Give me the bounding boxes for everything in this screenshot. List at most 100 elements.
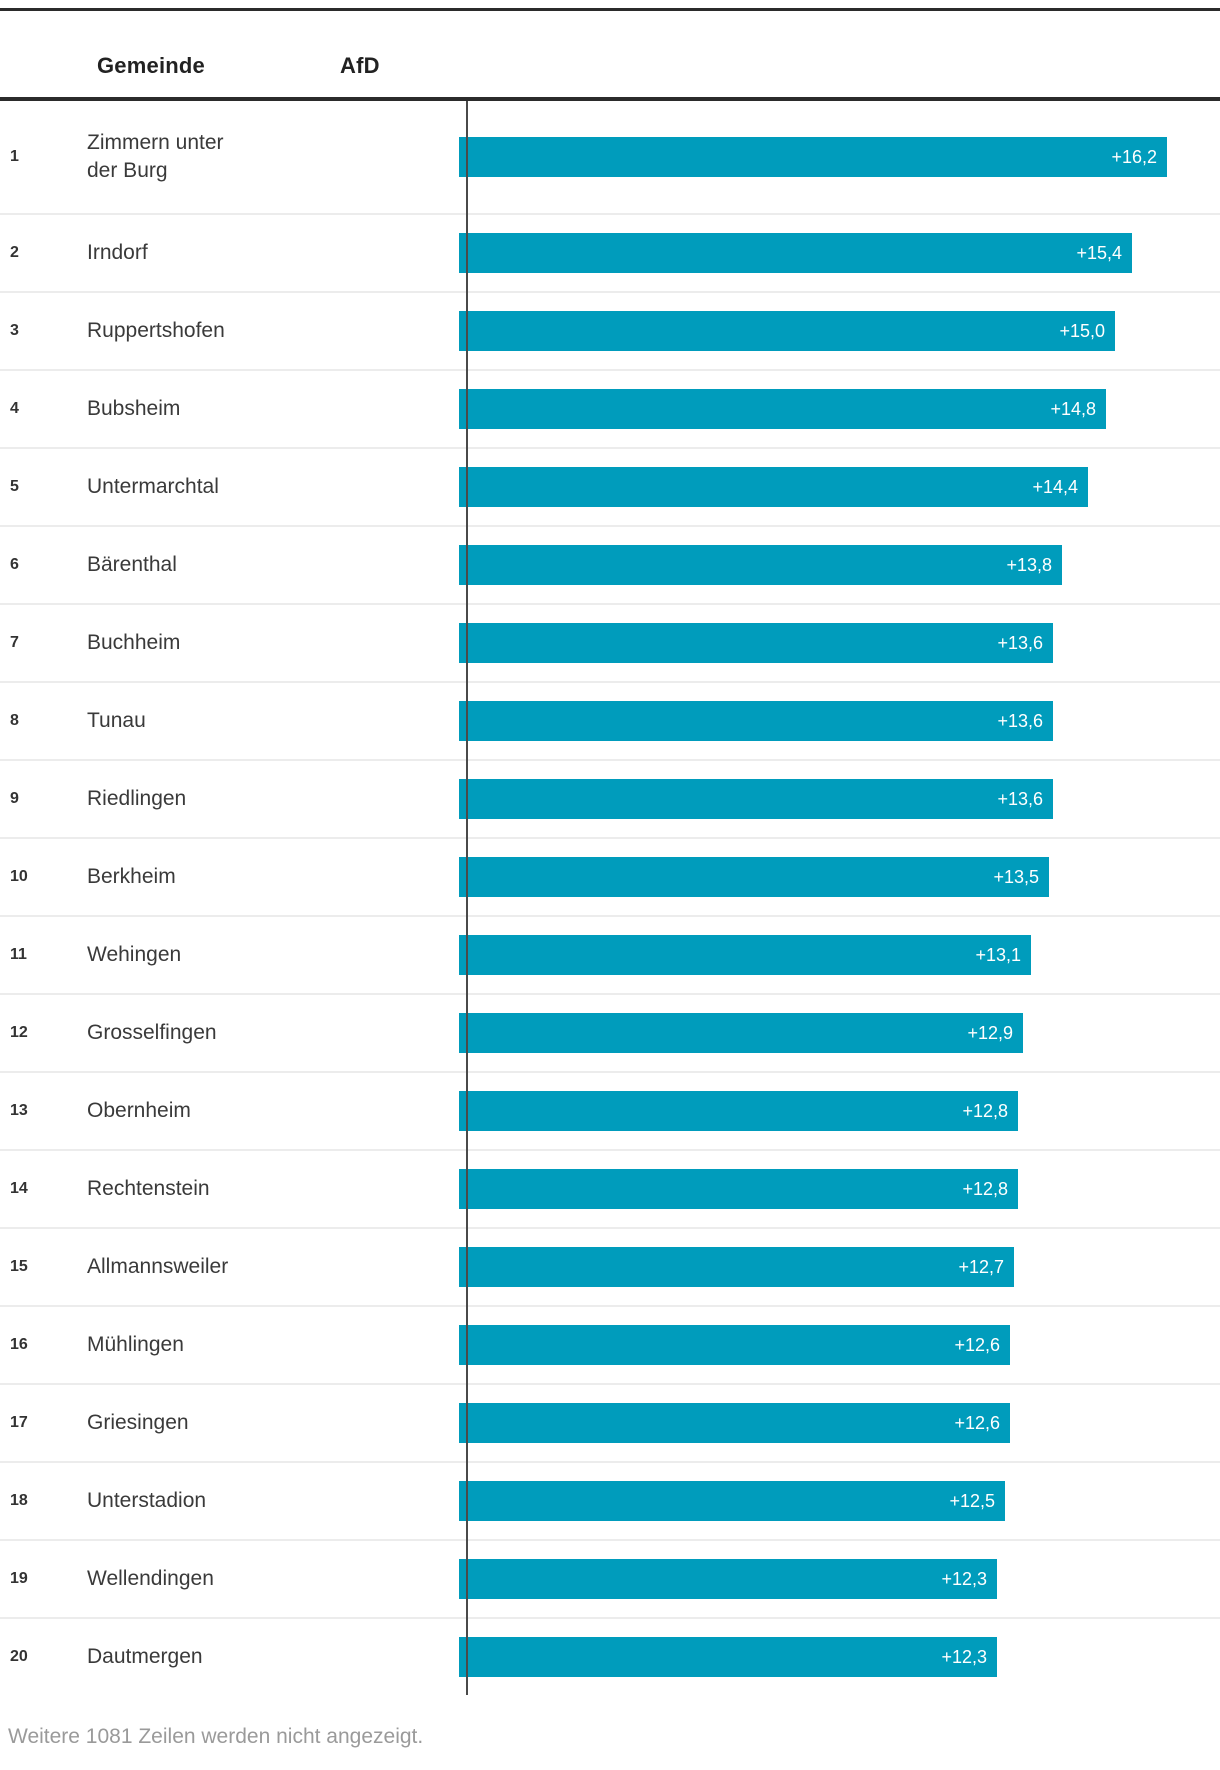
- bar-value-label: +12,3: [941, 1646, 987, 1667]
- gemeinde-name-cell: Unterstadion: [87, 1487, 457, 1515]
- gemeinde-name: Tunau: [87, 709, 146, 733]
- bar-cell: +12,5: [457, 1481, 1220, 1521]
- rank-label: 14: [10, 1180, 28, 1197]
- table-chart-page: Gemeinde AfD 1 Zimmern unter der Burg +16,…: [0, 8, 1220, 1770]
- gemeinde-name: Buchheim: [87, 631, 181, 655]
- bar-cell: +12,6: [457, 1403, 1220, 1443]
- value-bar: +14,8: [459, 389, 1106, 429]
- table-row: 2 Irndorf +15,4: [0, 213, 1220, 291]
- bar-cell: +13,8: [457, 545, 1220, 585]
- table-row: 5 Untermarchtal +14,4: [0, 447, 1220, 525]
- bar-value-label: +13,1: [975, 944, 1021, 965]
- value-bar: +15,0: [459, 311, 1115, 351]
- rank-label: 16: [10, 1336, 28, 1353]
- bar-value-label: +13,8: [1006, 554, 1052, 575]
- table-row: 20 Dautmergen +12,3: [0, 1617, 1220, 1695]
- bar-value-label: +12,6: [954, 1412, 1000, 1433]
- table-body: 1 Zimmern unter der Burg +16,2 2 Irndorf +15,…: [0, 101, 1220, 1695]
- value-bar: +13,8: [459, 545, 1062, 585]
- bar-cell: +15,0: [457, 311, 1220, 351]
- gemeinde-name: Wellendingen: [87, 1567, 214, 1591]
- bar-value-label: +16,2: [1111, 146, 1157, 167]
- bar-cell: +12,3: [457, 1637, 1220, 1677]
- gemeinde-name-cell: Berkheim: [87, 863, 457, 891]
- gemeinde-name: Untermarchtal: [87, 475, 219, 499]
- value-bar: +13,1: [459, 935, 1031, 975]
- rank-label: 18: [10, 1492, 28, 1509]
- gemeinde-name-cell: Bubsheim: [87, 395, 457, 423]
- gemeinde-name: Irndorf: [87, 241, 148, 265]
- rank-label: 12: [10, 1024, 28, 1041]
- rank-label: 1: [10, 148, 19, 165]
- table-row: 18 Unterstadion +12,5: [0, 1461, 1220, 1539]
- gemeinde-name-cell: Ruppertshofen: [87, 317, 457, 345]
- gemeinde-name: Obernheim: [87, 1099, 191, 1123]
- gemeinde-name-cell: Obernheim: [87, 1097, 457, 1125]
- bar-cell: +12,3: [457, 1559, 1220, 1599]
- value-bar: +13,5: [459, 857, 1049, 897]
- table-row: 10 Berkheim +13,5: [0, 837, 1220, 915]
- bar-value-label: +12,9: [967, 1022, 1013, 1043]
- rank-label: 2: [10, 244, 19, 261]
- value-bar: +12,3: [459, 1637, 997, 1677]
- value-bar: +13,6: [459, 779, 1053, 819]
- rank-label: 13: [10, 1102, 28, 1119]
- gemeinde-name-cell: Untermarchtal: [87, 473, 457, 501]
- bar-value-label: +13,6: [997, 788, 1043, 809]
- bar-cell: +12,6: [457, 1325, 1220, 1365]
- gemeinde-name-cell: Buchheim: [87, 629, 457, 657]
- rank-label: 7: [10, 634, 19, 651]
- gemeinde-name: Bärenthal: [87, 553, 177, 577]
- gemeinde-name: Riedlingen: [87, 787, 187, 811]
- gemeinde-name: Bubsheim: [87, 397, 181, 421]
- gemeinde-name-cell: Riedlingen: [87, 785, 457, 813]
- table-row: 13 Obernheim +12,8: [0, 1071, 1220, 1149]
- gemeinde-name-cell: Grosselfingen: [87, 1019, 457, 1047]
- gemeinde-name: Ruppertshofen: [87, 319, 225, 343]
- bar-value-label: +15,4: [1076, 242, 1122, 263]
- bar-value-label: +12,8: [962, 1100, 1008, 1121]
- value-bar: +13,6: [459, 623, 1053, 663]
- value-bar: +15,4: [459, 233, 1132, 273]
- table-row: 16 Mühlingen +12,6: [0, 1305, 1220, 1383]
- value-bar: +12,9: [459, 1013, 1023, 1053]
- bar-value-label: +12,3: [941, 1568, 987, 1589]
- bar-cell: +12,7: [457, 1247, 1220, 1287]
- value-bar: +12,6: [459, 1403, 1010, 1443]
- bar-value-label: +12,7: [958, 1256, 1004, 1277]
- gemeinde-name-cell: Zimmern unter der Burg: [87, 129, 457, 185]
- table-row: 15 Allmannsweiler +12,7: [0, 1227, 1220, 1305]
- rank-label: 4: [10, 400, 19, 417]
- bar-cell: +12,8: [457, 1169, 1220, 1209]
- value-bar: +12,8: [459, 1091, 1018, 1131]
- table-row: 12 Grosselfingen +12,9: [0, 993, 1220, 1071]
- table-row: 3 Ruppertshofen +15,0: [0, 291, 1220, 369]
- bar-cell: +13,6: [457, 701, 1220, 741]
- table-row: 17 Griesingen +12,6: [0, 1383, 1220, 1461]
- rank-label: 19: [10, 1570, 28, 1587]
- gemeinde-name: Berkheim: [87, 865, 176, 889]
- rank-label: 8: [10, 712, 19, 729]
- gemeinde-name: Allmannsweiler: [87, 1255, 229, 1279]
- rank-label: 10: [10, 868, 28, 885]
- rank-label: 11: [10, 946, 27, 963]
- bar-value-label: +14,4: [1032, 476, 1078, 497]
- rank-label: 15: [10, 1258, 28, 1275]
- bar-cell: +13,6: [457, 623, 1220, 663]
- bar-cell: +14,8: [457, 389, 1220, 429]
- gemeinde-name: Wehingen: [87, 943, 182, 967]
- gemeinde-name-cell: Irndorf: [87, 239, 457, 267]
- gemeinde-name-cell: Wellendingen: [87, 1565, 457, 1593]
- value-bar: +12,5: [459, 1481, 1005, 1521]
- value-bar: +14,4: [459, 467, 1088, 507]
- bar-value-label: +13,6: [997, 632, 1043, 653]
- value-bar: +12,3: [459, 1559, 997, 1599]
- bar-value-label: +14,8: [1050, 398, 1096, 419]
- gemeinde-name-cell: Griesingen: [87, 1409, 457, 1437]
- table-row: 9 Riedlingen +13,6: [0, 759, 1220, 837]
- value-bar: +12,8: [459, 1169, 1018, 1209]
- bar-cell: +16,2: [457, 137, 1220, 177]
- bar-value-label: +13,6: [997, 710, 1043, 731]
- footer-note: Weitere 1081 Zeilen werden nicht angezei…: [8, 1725, 424, 1748]
- gemeinde-name-cell: Bärenthal: [87, 551, 457, 579]
